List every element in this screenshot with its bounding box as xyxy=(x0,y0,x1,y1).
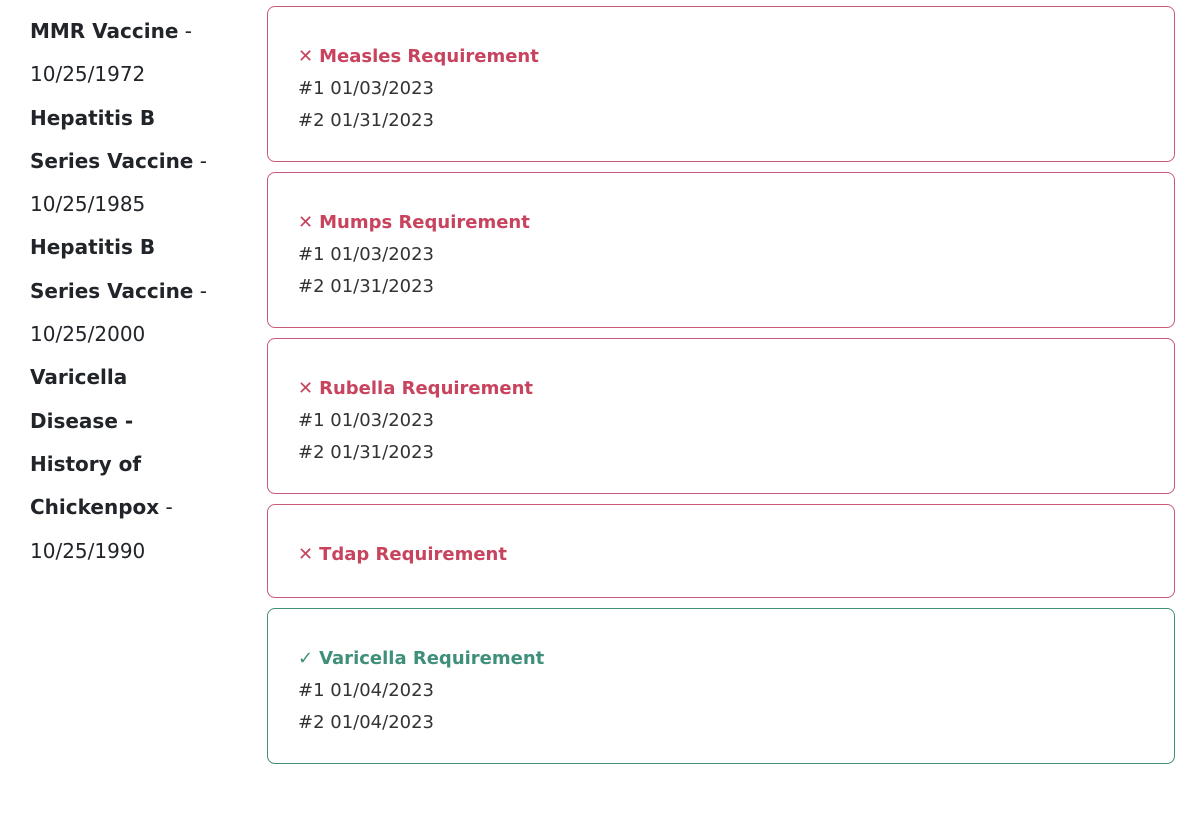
vaccine-name: Hepatitis B xyxy=(30,235,156,260)
vaccine-date: 10/25/1972 xyxy=(30,62,146,87)
requirement-card: ✓ Varicella Requirement #1 01/04/2023 #2 01… xyxy=(267,608,1175,764)
requirement-card: ✕ Rubella Requirement #1 01/03/2023 #2 01/3… xyxy=(267,338,1175,494)
history-entry: Hepatitis B Series Vaccine - 10/25/1985 xyxy=(30,97,250,227)
vaccine-name: Series Vaccine xyxy=(30,278,194,303)
requirement-card: ✕ Tdap Requirement xyxy=(267,504,1175,598)
separator: - xyxy=(193,278,207,303)
requirement-title: ✕ Mumps Requirement xyxy=(298,207,1144,239)
requirement-title: ✓ Varicella Requirement xyxy=(298,643,1144,675)
vaccine-date: 10/25/1990 xyxy=(30,538,146,563)
dose-entry: #2 01/31/2023 xyxy=(298,276,435,297)
requirement-title: ✕ Rubella Requirement xyxy=(298,373,1144,405)
requirement-title: ✕ Measles Requirement xyxy=(298,41,1144,73)
dose-entry: #2 01/31/2023 xyxy=(298,442,435,463)
vaccine-name: MMR Vaccine xyxy=(30,19,179,43)
requirement-label: Measles Requirement xyxy=(319,46,539,67)
dose-entry: #1 01/03/2023 xyxy=(298,244,435,265)
vaccine-name: Varicella xyxy=(30,365,128,390)
requirement-card: ✕ Measles Requirement #1 01/03/2023 #2 01/3… xyxy=(267,6,1175,162)
x-icon: ✕ xyxy=(298,46,314,67)
separator: - xyxy=(159,495,173,520)
dose-entry: #1 01/03/2023 xyxy=(298,410,435,431)
vaccine-date: 10/25/2000 xyxy=(30,322,146,347)
requirement-title: ✕ Tdap Requirement xyxy=(298,539,1144,571)
dose-entry: #2 01/04/2023 xyxy=(298,712,435,733)
requirement-label: Varicella Requirement xyxy=(319,648,545,669)
requirement-label: Tdap Requirement xyxy=(319,544,507,565)
dose-entry: #1 01/03/2023 xyxy=(298,78,435,99)
vaccine-name: Disease - xyxy=(30,408,134,433)
x-icon: ✕ xyxy=(298,212,314,233)
x-icon: ✕ xyxy=(298,544,314,565)
dose-entry: #2 01/31/2023 xyxy=(298,110,435,131)
requirement-label: Mumps Requirement xyxy=(319,212,530,233)
check-icon: ✓ xyxy=(298,648,314,669)
history-entry: MMR Vaccine - 10/25/1972 xyxy=(30,10,250,97)
history-entry: Varicella Disease - History of Chickenpox -… xyxy=(30,356,250,572)
vaccine-date: 10/25/1985 xyxy=(30,192,146,217)
separator: - xyxy=(178,19,192,43)
requirement-card: ✕ Mumps Requirement #1 01/03/2023 #2 01/31/… xyxy=(267,172,1175,328)
vaccine-name: History of xyxy=(30,451,142,476)
history-entry: Hepatitis B Series Vaccine - 10/25/2000 xyxy=(30,226,250,356)
requirement-label: Rubella Requirement xyxy=(319,378,534,399)
vaccine-name: Series Vaccine xyxy=(30,148,194,173)
dose-entry: #1 01/04/2023 xyxy=(298,680,435,701)
vaccine-name: Hepatitis B xyxy=(30,105,156,130)
immunization-history: MMR Vaccine - 10/25/1972 Hepatitis B Series… xyxy=(30,10,250,573)
vaccine-name: Chickenpox xyxy=(30,495,160,520)
x-icon: ✕ xyxy=(298,378,314,399)
separator: - xyxy=(193,148,207,173)
requirements-list: ✕ Measles Requirement #1 01/03/2023 #2 01/3… xyxy=(267,6,1175,774)
